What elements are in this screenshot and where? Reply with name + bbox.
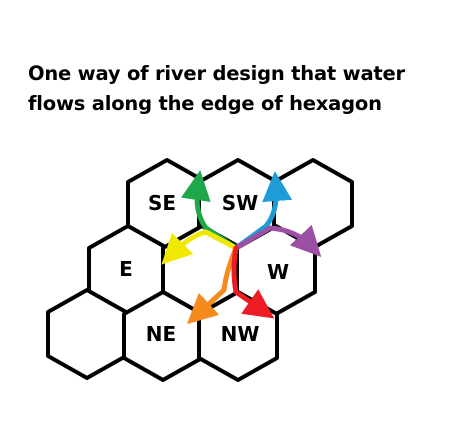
river-yellow-arrow (161, 229, 239, 265)
hex-bottom-left (46, 288, 128, 380)
hex-label-nw: NW (221, 322, 260, 346)
hex-label-e: E (119, 257, 133, 281)
river-purple-arrow (233, 224, 322, 257)
river-green-arrow (180, 170, 239, 251)
hex-ne: NE (122, 290, 204, 382)
river-red-arrow (231, 245, 275, 319)
hex-label-se: SE (148, 191, 176, 215)
river-blue-arrow (233, 171, 293, 251)
hex-label-w: W (267, 260, 289, 284)
title-line-2: flows along the edge of hexagon (28, 92, 382, 115)
title-line-1: One way of river design that water (28, 62, 405, 85)
hex-label-ne: NE (146, 322, 176, 346)
diagram-title: One way of river design that water flows… (28, 59, 448, 119)
hex-label-sw: SW (222, 191, 258, 215)
